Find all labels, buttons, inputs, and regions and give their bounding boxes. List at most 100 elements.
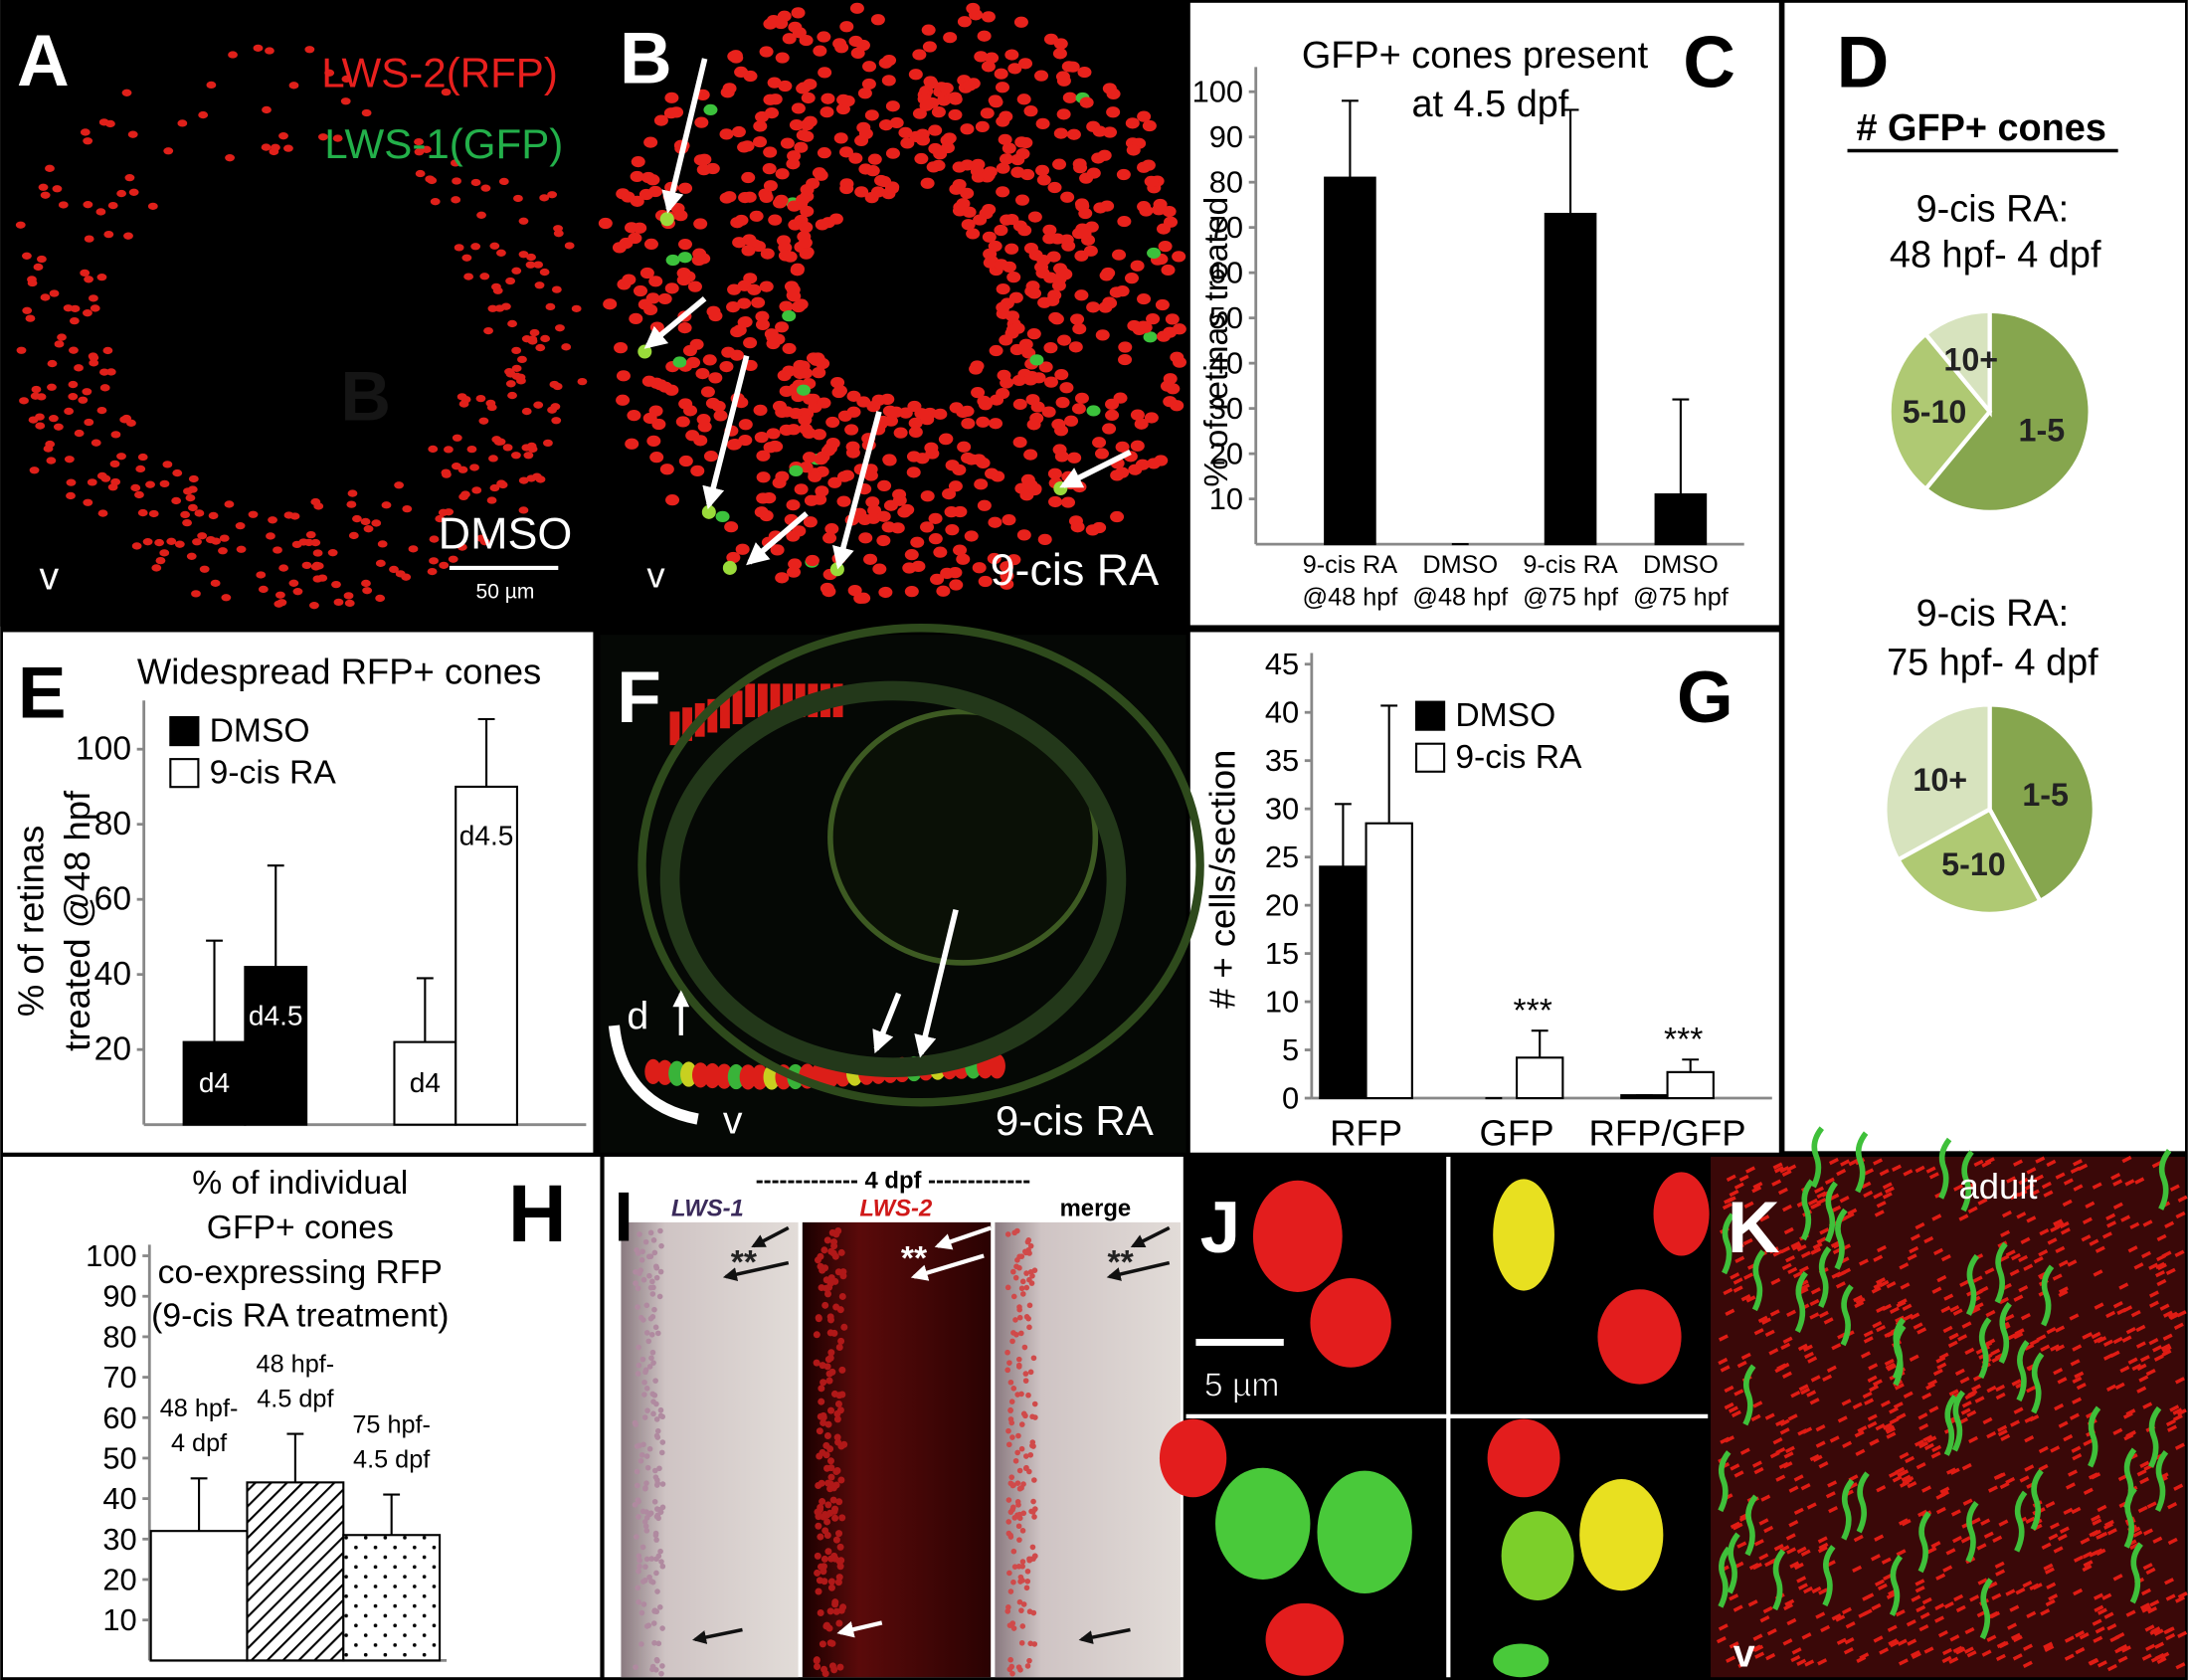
cell [1031, 1400, 1038, 1407]
cell [836, 1306, 844, 1314]
cell [996, 387, 1010, 400]
cell [884, 415, 899, 427]
cell [52, 185, 63, 193]
cell [2009, 1604, 2020, 1612]
cell [2129, 1221, 2140, 1229]
cell [1028, 1280, 1035, 1286]
cell [867, 504, 882, 516]
cell [1836, 1637, 1847, 1645]
cell [1988, 1610, 1999, 1619]
cell [1018, 1607, 1024, 1613]
cell [659, 464, 674, 475]
legend-text: LWS-2(RFP) [321, 49, 558, 95]
cell [1886, 1431, 1897, 1439]
cell [1870, 1554, 1881, 1562]
cell [1782, 1638, 1793, 1646]
cell [928, 124, 943, 136]
cell [1161, 264, 1176, 277]
cell [228, 51, 238, 59]
category-label: 4 dpf [171, 1429, 228, 1457]
cell [2000, 1433, 2011, 1442]
cell [27, 279, 38, 287]
cell [1858, 1258, 1869, 1266]
cell [1018, 1445, 1025, 1452]
category-label: 75 hpf- [352, 1410, 431, 1438]
cell [633, 284, 647, 297]
cell [909, 130, 924, 142]
cell [2053, 1368, 2064, 1376]
cell [867, 153, 882, 165]
error-bar [383, 1493, 401, 1536]
cell [1783, 1602, 1794, 1611]
cell [741, 245, 756, 257]
cell [271, 143, 280, 151]
cell [822, 532, 837, 544]
cell [654, 1657, 660, 1664]
cell [1793, 1474, 1804, 1482]
cell [722, 83, 737, 94]
cell [826, 1607, 834, 1615]
cell [1113, 392, 1128, 404]
cell [1917, 1509, 1928, 1518]
cell [2093, 1336, 2103, 1344]
cell [1727, 1532, 1740, 1594]
cell [2031, 1352, 2045, 1414]
cell [1815, 1611, 1826, 1619]
cell [1008, 1474, 1015, 1480]
cell [1900, 1282, 1911, 1290]
cell [2136, 1386, 2147, 1394]
cell [832, 385, 847, 397]
cell [1903, 1169, 1914, 1177]
cell [1059, 382, 1074, 394]
cell [2083, 1487, 2094, 1496]
cell [834, 1226, 842, 1235]
cell [1895, 1608, 1906, 1617]
arrows [643, 58, 1132, 570]
cell [429, 535, 440, 543]
cell [2139, 1355, 2150, 1363]
cell [1801, 1632, 1812, 1640]
cell [813, 1331, 820, 1339]
cell [16, 346, 27, 354]
arrow [692, 1627, 743, 1644]
cell [2041, 1181, 2052, 1190]
cell [571, 304, 582, 312]
cell [2075, 1630, 2086, 1638]
cell [2127, 1245, 2138, 1253]
cell [1902, 1303, 1913, 1312]
cell [266, 532, 275, 540]
cell [1018, 1253, 1025, 1259]
cell [518, 251, 529, 259]
cell [1853, 1294, 1864, 1303]
cell [427, 176, 438, 185]
x-tick-label: @75 hpf [1633, 583, 1730, 611]
cell [2095, 1245, 2105, 1253]
cell [676, 268, 691, 280]
cell [2073, 1587, 2084, 1596]
arrow [934, 1225, 992, 1250]
cell [1843, 1647, 1854, 1655]
cell [66, 491, 76, 500]
cell [1859, 1652, 1870, 1660]
cell [2094, 1302, 2104, 1310]
cell [1887, 1364, 1898, 1372]
cell [1896, 1300, 1907, 1308]
cell [1729, 1641, 1739, 1649]
cell [1943, 1293, 1954, 1301]
cell [846, 406, 861, 418]
cell [820, 1555, 828, 1563]
cell [820, 1379, 827, 1387]
cell [1889, 1306, 1900, 1314]
cell [539, 268, 550, 277]
cell [1874, 1579, 1885, 1587]
cell [791, 102, 806, 114]
cell [2106, 1528, 2117, 1536]
cell [1907, 1480, 1917, 1489]
cell [2167, 1537, 2178, 1546]
cell [527, 445, 538, 454]
cell [91, 439, 101, 447]
cell [2156, 1262, 2167, 1271]
cell [833, 132, 848, 144]
cell [1773, 1543, 1784, 1552]
cell [116, 189, 127, 198]
